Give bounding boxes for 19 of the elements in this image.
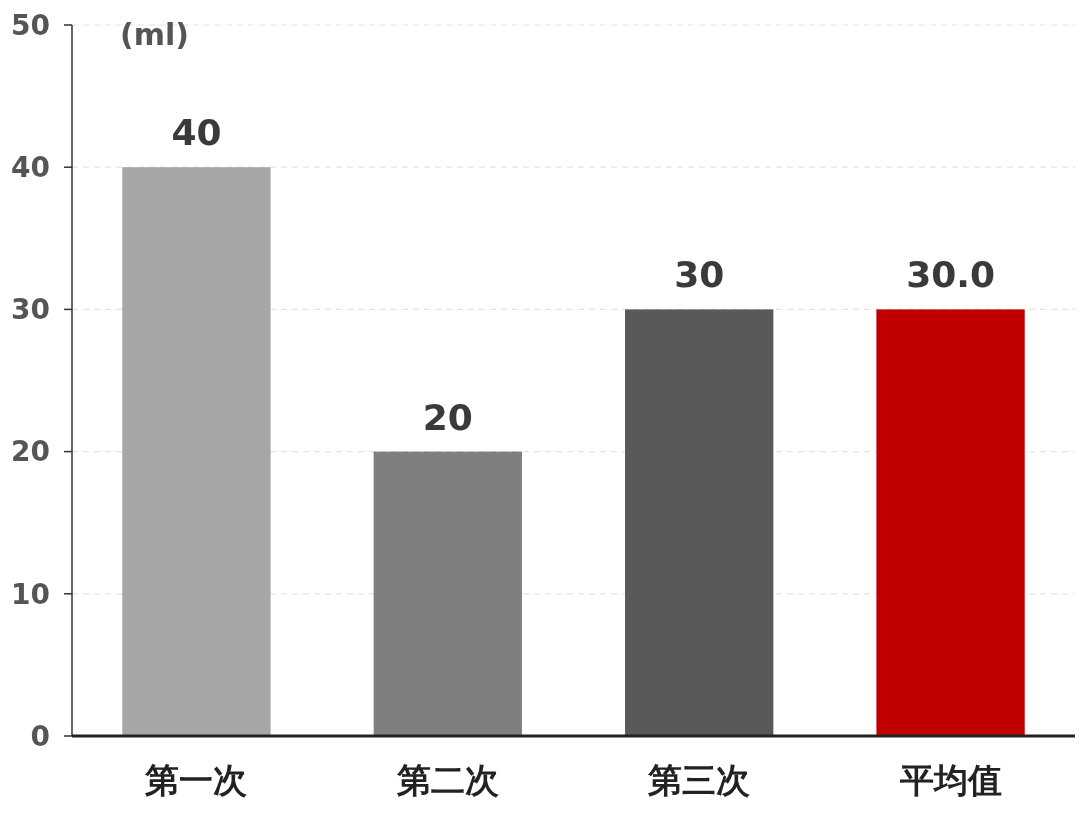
y-tick-label: 10 <box>11 577 50 611</box>
x-tick-label: 第一次 <box>144 760 248 800</box>
y-tick-label: 20 <box>11 435 50 469</box>
bar <box>876 309 1025 736</box>
y-tick-label: 40 <box>11 151 50 184</box>
data-label: 30.0 <box>906 254 995 296</box>
x-tick-label: 第三次 <box>647 760 751 800</box>
data-label: 40 <box>171 112 222 154</box>
y-tick-label: 30 <box>11 293 50 327</box>
y-tick-label: 50 <box>11 8 50 42</box>
data-label: 30 <box>674 254 725 296</box>
bar <box>122 167 271 736</box>
bar <box>625 309 774 736</box>
bar <box>373 451 522 736</box>
y-axis-title: (ml) <box>120 17 189 52</box>
x-tick-label: 第二次 <box>395 760 499 800</box>
y-tick-label: 0 <box>30 719 50 753</box>
data-label: 20 <box>422 396 473 438</box>
x-tick-label: 平均值 <box>898 760 1002 800</box>
